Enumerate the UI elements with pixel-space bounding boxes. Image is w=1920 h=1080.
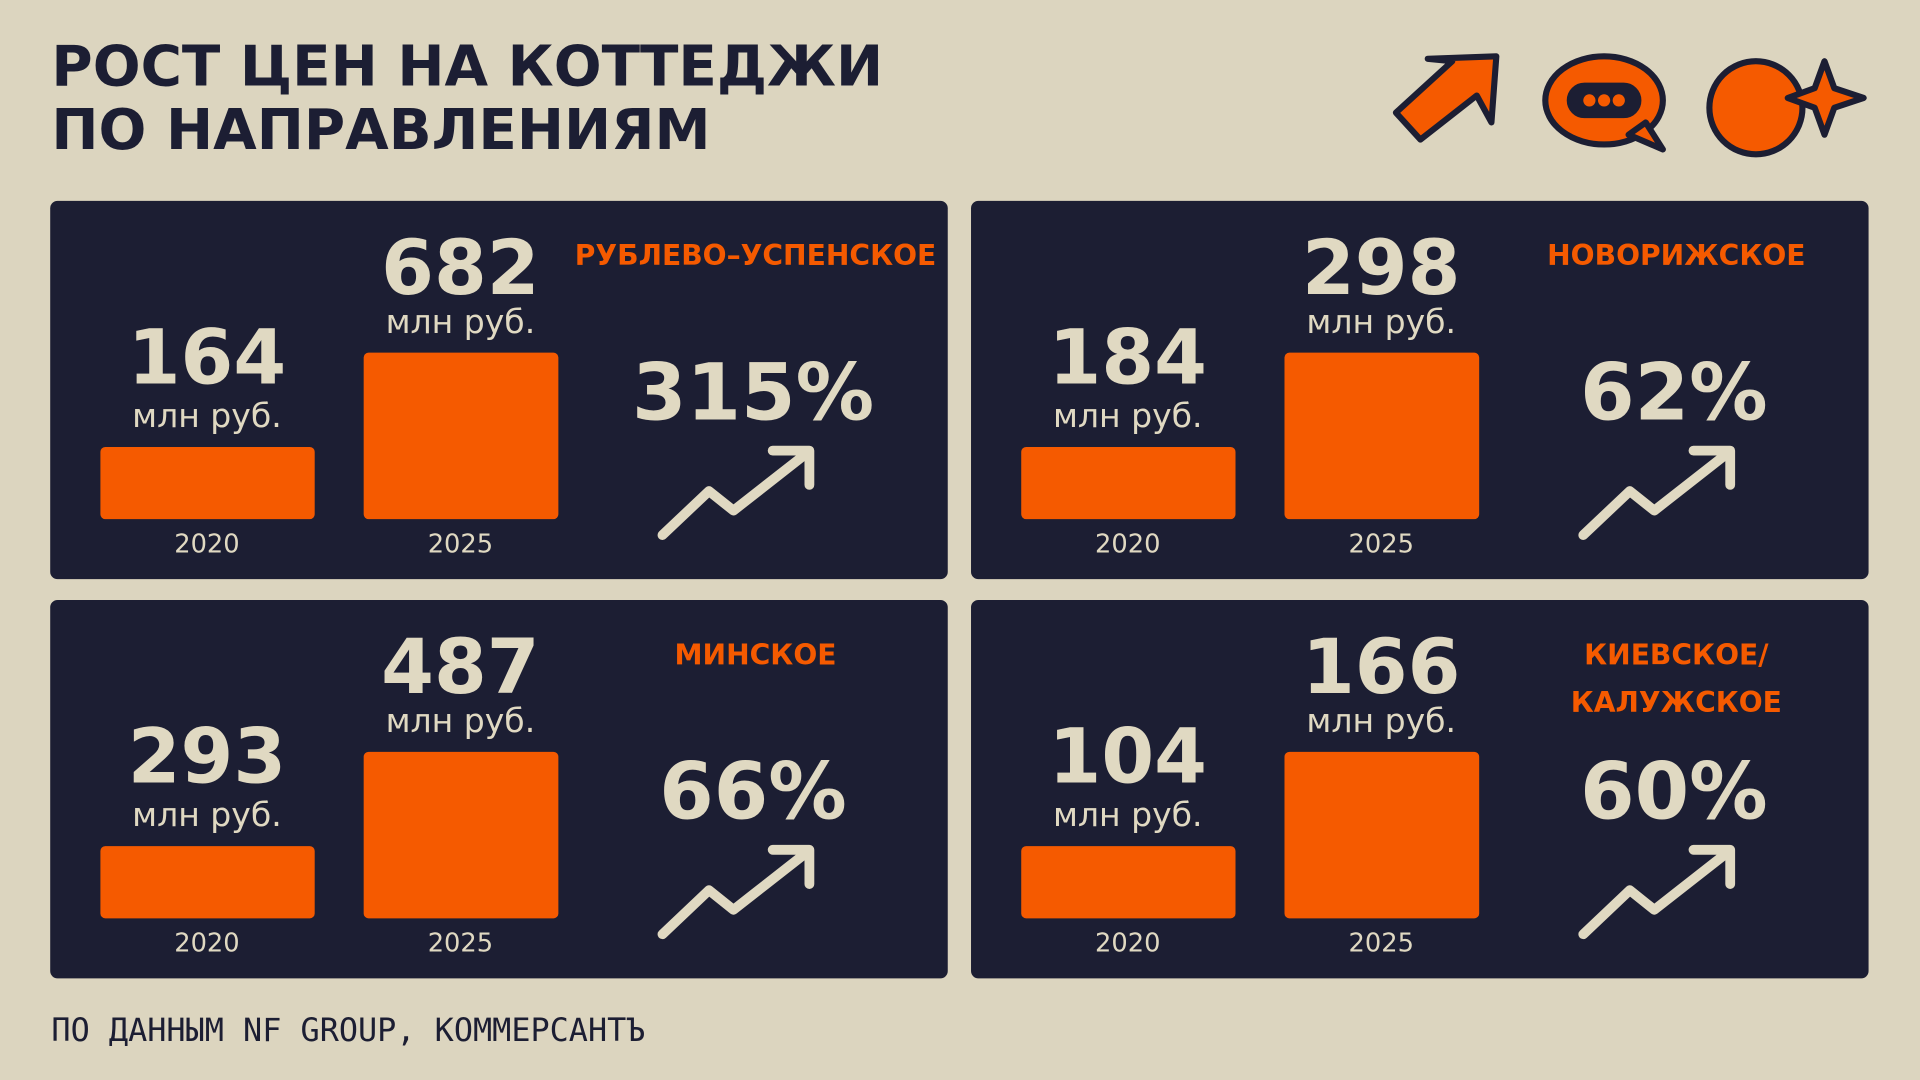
- icons: [1392, 53, 1867, 158]
- value-2020: 164: [128, 313, 286, 401]
- value-2025: 487: [381, 623, 539, 711]
- bar-2025: [363, 751, 559, 919]
- year-2020: 2020: [1095, 929, 1160, 959]
- year-2020: 2020: [174, 929, 239, 959]
- year-2020: 2020: [1095, 529, 1160, 559]
- bar-2020: [100, 846, 315, 919]
- growth: 62%: [1580, 347, 1768, 438]
- bar-2025: [363, 352, 559, 520]
- year-2025: 2025: [1349, 529, 1414, 559]
- value-2025: 298: [1302, 224, 1460, 312]
- direction-name: РУБЛЕВО–УСПЕНСКОЕ: [575, 239, 936, 272]
- unit-2025: млн руб.: [1306, 302, 1456, 341]
- unit-2020: млн руб.: [1053, 795, 1203, 834]
- growth: 315%: [632, 347, 874, 438]
- unit-2020: млн руб.: [132, 795, 282, 834]
- growth-arrow: [657, 445, 815, 540]
- bar-2025: [1284, 751, 1480, 919]
- value-2025: 682: [381, 224, 539, 312]
- unit-2020: млн руб.: [1053, 396, 1203, 435]
- title-line: ПО НАПРАВЛЕНИЯМ: [51, 98, 710, 163]
- year-2025: 2025: [1349, 929, 1414, 959]
- year-2020: 2020: [174, 529, 239, 559]
- growth: 66%: [659, 747, 847, 838]
- unit-2025: млн руб.: [1306, 701, 1456, 740]
- value-2020: 104: [1049, 713, 1207, 801]
- direction-name: КАЛУЖСКОЕ: [1571, 686, 1782, 719]
- growth: 60%: [1580, 747, 1768, 838]
- direction-name: КИЕВСКОЕ/: [1584, 638, 1769, 671]
- year-2025: 2025: [428, 929, 493, 959]
- direction-name: НОВОРИЖСКОЕ: [1547, 239, 1805, 272]
- growth-arrow: [1578, 844, 1736, 940]
- title-line: РОСТ ЦЕН НА КОТТЕДЖИ: [51, 34, 883, 99]
- growth-arrow: [657, 844, 815, 940]
- bar-2020: [1021, 846, 1236, 919]
- bar-2020: [1021, 446, 1236, 520]
- growth-arrow: [1578, 445, 1736, 540]
- unit-2025: млн руб.: [386, 302, 536, 341]
- unit-2025: млн руб.: [386, 701, 536, 740]
- direction-name: МИНСКОЕ: [675, 638, 837, 671]
- year-2025: 2025: [428, 529, 493, 559]
- bar-2020: [100, 446, 315, 520]
- value-2025: 166: [1302, 623, 1460, 711]
- source: ПО ДАННЫМ NF GROUP, КОММЕРСАНТЪ: [51, 1011, 645, 1049]
- bar-2025: [1284, 352, 1480, 520]
- unit-2020: млн руб.: [132, 396, 282, 435]
- value-2020: 184: [1049, 313, 1207, 401]
- value-2020: 293: [128, 713, 286, 801]
